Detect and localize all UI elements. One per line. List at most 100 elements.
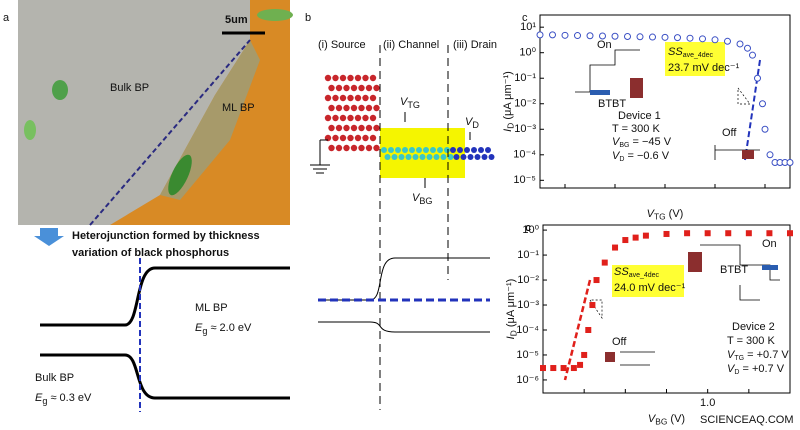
label-sub: ave_4dec: [683, 52, 714, 59]
atom: [335, 84, 343, 92]
atom: [467, 154, 474, 160]
atom: [369, 114, 377, 122]
data-point: [550, 365, 557, 372]
label-sub: BG: [655, 417, 667, 427]
atom: [423, 147, 429, 153]
panel-label: c: [522, 12, 528, 24]
annotation: BTBT: [598, 98, 626, 110]
atom: [362, 74, 369, 82]
atom: [339, 134, 347, 142]
data-point: [622, 237, 629, 244]
atom: [347, 74, 354, 82]
label-main: I: [505, 336, 517, 339]
data-point: [749, 51, 756, 59]
atom: [343, 144, 350, 152]
label-rest: ≈ 0.3 eV: [47, 392, 92, 404]
y-tick-label: 10⁻³: [517, 299, 539, 311]
y-tick-label: 10⁰: [522, 224, 539, 236]
data-point: [611, 32, 619, 40]
atom: [457, 147, 463, 153]
data-point: [636, 33, 644, 41]
annotation: Off: [722, 127, 737, 139]
atom: [358, 84, 365, 92]
atom: [373, 104, 380, 112]
y-tick-label: 10⁰: [519, 47, 536, 59]
atom: [332, 134, 339, 142]
atom: [485, 147, 491, 153]
atom: [440, 154, 447, 160]
atom: [388, 147, 394, 153]
data-point: [585, 326, 592, 333]
data-point: [599, 32, 606, 40]
data-point: [632, 234, 639, 241]
y-axis-title: ID (μA μm⁻¹): [505, 279, 519, 340]
data-point: [577, 361, 584, 368]
data-point: [699, 35, 706, 43]
atom: [373, 124, 380, 132]
y-tick-label: 10⁻²: [514, 98, 536, 110]
label-sub: BG: [619, 142, 629, 149]
atom: [373, 144, 380, 152]
atom: [350, 104, 358, 112]
y-tick-label: 10⁻⁴: [513, 149, 536, 161]
panel-label: a: [3, 12, 10, 24]
atom: [447, 154, 454, 160]
label-sub: TG: [654, 212, 666, 222]
label-sub: TG: [734, 355, 744, 362]
atom: [324, 94, 332, 102]
band-diagram-a: [34, 228, 290, 412]
atom: [444, 147, 450, 153]
data-point: [624, 33, 631, 41]
data-point: [786, 158, 794, 166]
label-rest: = +0.7 V: [744, 349, 789, 361]
label-sub: TG: [407, 100, 420, 110]
data-point: [649, 33, 656, 41]
atom: [347, 94, 354, 102]
annotation: Device 2: [732, 321, 775, 333]
y-tick-label: 10⁻⁴: [516, 324, 539, 336]
data-point: [663, 230, 670, 237]
y-tick-label: 10⁻⁵: [513, 174, 536, 186]
diagram-label: ML BP: [195, 302, 228, 314]
annotation: 23.7 mV dec⁻¹: [668, 62, 740, 74]
atom: [354, 114, 362, 122]
y-tick-label: 10⁻³: [514, 123, 536, 135]
label-rest: (V): [667, 413, 685, 425]
device-schematic: [310, 45, 495, 410]
y-tick-label: 10⁻¹: [514, 72, 536, 84]
atom: [335, 124, 343, 132]
atom: [464, 147, 470, 153]
data-point: [684, 230, 691, 237]
x-axis-title: VBG (V): [648, 413, 685, 427]
atom: [381, 147, 387, 153]
terminal-label: VBG: [412, 192, 432, 206]
label-sub: g: [202, 326, 207, 336]
label-main: V: [412, 192, 421, 204]
data-point: [642, 232, 649, 239]
atom: [328, 124, 335, 132]
diagram-label: Bulk BP: [35, 372, 74, 384]
data-point: [674, 34, 681, 42]
label-main: SS: [668, 46, 683, 58]
atom: [433, 154, 440, 160]
atom: [343, 124, 350, 132]
data-point: [586, 32, 594, 40]
region-label: (i) Source: [318, 39, 366, 51]
diagram-label: Eg ≈ 0.3 eV: [35, 392, 92, 406]
region-label: (ii) Channel: [383, 39, 439, 51]
label-sub: BG: [419, 196, 432, 206]
panel-label: b: [305, 12, 311, 24]
atom: [419, 154, 426, 160]
atom: [373, 84, 380, 92]
label-main: I: [502, 129, 514, 132]
data-point: [787, 230, 793, 237]
data-point: [574, 32, 581, 40]
region-label: Bulk BP: [110, 82, 149, 94]
data-point: [745, 230, 752, 237]
data-point: [761, 125, 769, 133]
atom: [362, 114, 369, 122]
atom: [347, 114, 354, 122]
atom: [471, 147, 477, 153]
data-point: [759, 100, 766, 108]
chart-insets: [563, 42, 780, 381]
